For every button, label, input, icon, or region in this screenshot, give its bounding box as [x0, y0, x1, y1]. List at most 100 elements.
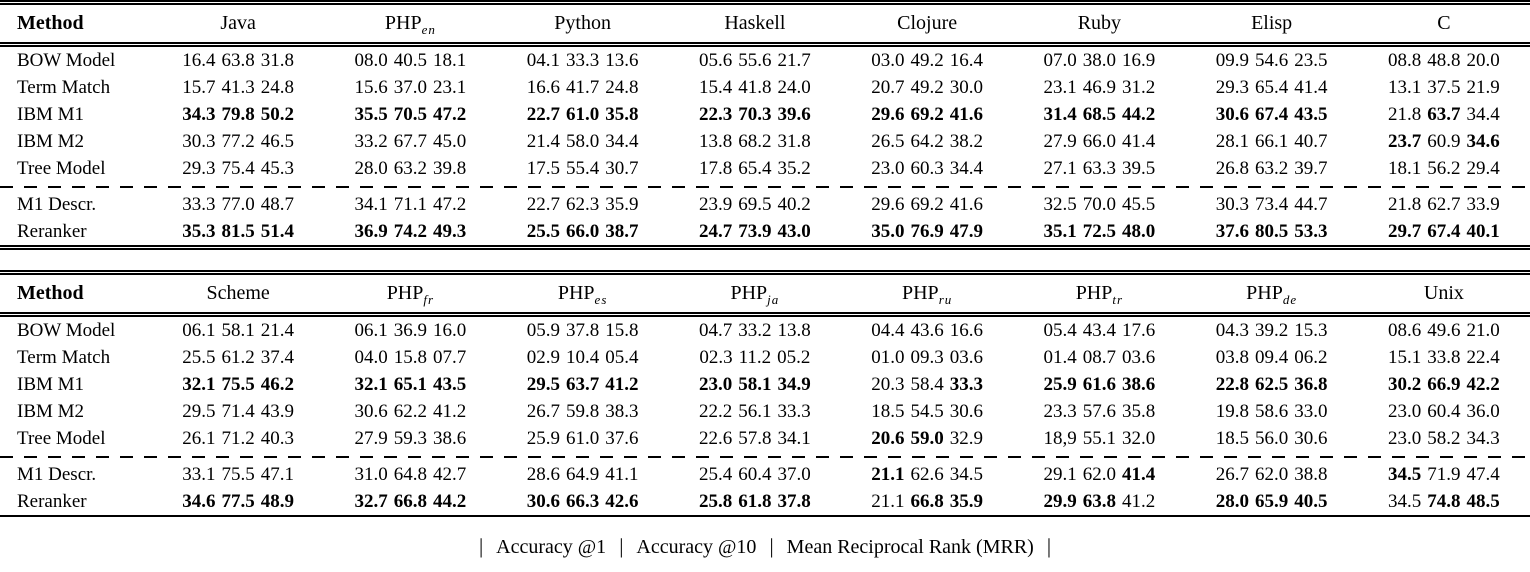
metric-cell: 29.3 75.4 45.3 [152, 155, 324, 182]
metric-value: 41.6 [949, 103, 983, 125]
metric-value: 37.0 [777, 463, 811, 485]
metric-value: 18.5 [1215, 427, 1249, 449]
metric-value: 58.2 [1427, 427, 1461, 449]
metric-cell: 28.0 65.9 40.5 [1186, 488, 1358, 516]
metric-cell: 35.1 72.5 48.0 [1013, 218, 1185, 248]
language-subscript: de [1282, 292, 1298, 307]
metric-value: 23.3 [1043, 400, 1077, 422]
metric-value: 60.3 [910, 157, 944, 179]
metric-cell: 20.7 49.2 30.0 [841, 74, 1013, 101]
metric-value: 58.1 [221, 319, 255, 341]
metric-value: 43.4 [1082, 319, 1116, 341]
metric-value: 41.4 [1122, 130, 1156, 152]
metric-value: 38.8 [1294, 463, 1328, 485]
metric-value: 26.7 [526, 400, 560, 422]
metric-value: 28.6 [526, 463, 560, 485]
method-cell: Term Match [17, 346, 111, 368]
metric-value: 44.2 [433, 490, 467, 512]
metric-value: 77.2 [221, 130, 255, 152]
dashed-separator-cell [0, 182, 1530, 191]
metric-value: 53.3 [1294, 220, 1328, 242]
metric-value: 70.5 [393, 103, 427, 125]
metric-cell: 08.0 40.5 18.1 [324, 45, 496, 75]
metric-cell: 06.1 36.9 16.0 [324, 315, 496, 345]
metric-value: 38.3 [605, 400, 639, 422]
metric-value: 42.7 [433, 463, 467, 485]
metric-value: 22.7 [526, 103, 560, 125]
metric-value: 67.7 [393, 130, 427, 152]
metric-value: 45.0 [433, 130, 467, 152]
metric-cell: 30.2 66.9 42.2 [1358, 371, 1530, 398]
metrics-caption: | Accuracy @1 | Accuracy @10 | Mean Reciproca… [0, 534, 1530, 559]
metric-value: 43.5 [1294, 103, 1328, 125]
metric-cell: 01.4 08.7 03.6 [1013, 344, 1185, 371]
metric-cell: 29.6 69.2 41.6 [841, 101, 1013, 128]
metric-value: 60.9 [1427, 130, 1461, 152]
results-table-top: Method Java PHPen Python Haskell Clojure Ruby E… [0, 0, 1530, 250]
metric-value: 74.2 [393, 220, 427, 242]
metric-value: 35.1 [1043, 220, 1077, 242]
metric-cell: 27.1 63.3 39.5 [1013, 155, 1185, 182]
metric-value: 41.4 [1294, 76, 1328, 98]
metric-value: 35.3 [182, 220, 216, 242]
metric-cell: 32.7 66.8 44.2 [324, 488, 496, 516]
metric-value: 21.0 [1466, 319, 1500, 341]
metric-value: 69.2 [910, 103, 944, 125]
language-column-header: Scheme [206, 282, 270, 304]
metric-value: 37.6 [605, 427, 639, 449]
metric-value: 31.8 [260, 49, 294, 71]
metric-cell: 33.2 67.7 45.0 [324, 128, 496, 155]
metric-cell: 02.3 11.2 05.2 [669, 344, 841, 371]
metric-cell: 17.5 55.4 30.7 [497, 155, 669, 182]
metric-value: 05.2 [777, 346, 811, 368]
metric-value: 61.6 [1082, 373, 1116, 395]
metric-cell: 23.0 60.3 34.4 [841, 155, 1013, 182]
metric-cell: 05.4 43.4 17.6 [1013, 315, 1185, 345]
metric-value: 28.0 [354, 157, 388, 179]
metric-value: 47.4 [1466, 463, 1500, 485]
metric-value: 39.6 [777, 103, 811, 125]
metric-cell: 15.6 37.0 23.1 [324, 74, 496, 101]
metric-value: 35.9 [949, 490, 983, 512]
metric-cell: 29.7 67.4 40.1 [1358, 218, 1530, 248]
metric-value: 43.6 [910, 319, 944, 341]
metric-value: 30.0 [949, 76, 983, 98]
metric-value: 23.9 [699, 193, 733, 215]
language-column-header: PHPja [730, 282, 780, 307]
metric-cell: 22.7 62.3 35.9 [497, 191, 669, 218]
metric-value: 72.5 [1082, 220, 1116, 242]
metric-cell: 18.1 56.2 29.4 [1358, 155, 1530, 182]
metric-value: 01.0 [871, 346, 905, 368]
metric-value: 43.5 [433, 373, 467, 395]
metric-cell: 34.6 77.5 48.9 [152, 488, 324, 516]
metric-value: 03.8 [1215, 346, 1249, 368]
metric-value: 58.6 [1255, 400, 1289, 422]
metric-value: 34.4 [1466, 103, 1500, 125]
metric-value: 19.8 [1215, 400, 1249, 422]
metric-value: 33.3 [566, 49, 600, 71]
metric-cell: 02.9 10.4 05.4 [497, 344, 669, 371]
table-body: BOW Model 06.1 58.1 21.4 06.1 36.9 16.0 05.9 37.… [0, 315, 1530, 517]
metric-cell: 19.8 58.6 33.0 [1186, 398, 1358, 425]
metric-value: 16.9 [1122, 49, 1156, 71]
metric-value: 24.0 [777, 76, 811, 98]
method-cell: Reranker [17, 490, 87, 512]
metric-value: 05.4 [1043, 319, 1077, 341]
metric-value: 41.6 [949, 193, 983, 215]
metric-value: 29.3 [182, 157, 216, 179]
metric-value: 41.3 [221, 76, 255, 98]
metric-value: 34.3 [1466, 427, 1500, 449]
metric-value: 04.3 [1215, 319, 1249, 341]
metric-value: 77.0 [221, 193, 255, 215]
metric-value: 08.0 [354, 49, 388, 71]
metric-value: 29.5 [526, 373, 560, 395]
metric-cell: 29.6 69.2 41.6 [841, 191, 1013, 218]
metric-cell: 06.1 58.1 21.4 [152, 315, 324, 345]
method-cell: M1 Descr. [17, 193, 97, 215]
metric-value: 50.2 [260, 103, 294, 125]
metric-value: 15.1 [1388, 346, 1422, 368]
metric-cell: 21.1 62.6 34.5 [841, 461, 1013, 488]
metric-value: 63.8 [1082, 490, 1116, 512]
metric-cell: 32.1 65.1 43.5 [324, 371, 496, 398]
metric-value: 63.2 [1255, 157, 1289, 179]
